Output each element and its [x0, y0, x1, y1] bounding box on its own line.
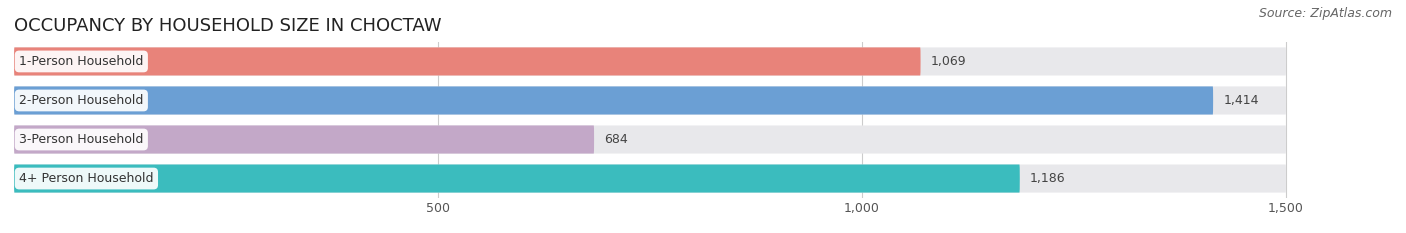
Text: 3-Person Household: 3-Person Household [20, 133, 143, 146]
Text: 684: 684 [605, 133, 628, 146]
FancyBboxPatch shape [14, 164, 1286, 193]
Text: 1-Person Household: 1-Person Household [20, 55, 143, 68]
Text: 1,186: 1,186 [1031, 172, 1066, 185]
Text: 2-Person Household: 2-Person Household [20, 94, 143, 107]
FancyBboxPatch shape [14, 86, 1286, 115]
FancyBboxPatch shape [14, 125, 1286, 154]
FancyBboxPatch shape [14, 125, 595, 154]
FancyBboxPatch shape [14, 164, 1019, 193]
FancyBboxPatch shape [14, 47, 921, 75]
FancyBboxPatch shape [14, 86, 1213, 115]
Text: 4+ Person Household: 4+ Person Household [20, 172, 153, 185]
Text: 1,069: 1,069 [931, 55, 966, 68]
Text: 1,414: 1,414 [1223, 94, 1258, 107]
Text: Source: ZipAtlas.com: Source: ZipAtlas.com [1258, 7, 1392, 20]
Text: OCCUPANCY BY HOUSEHOLD SIZE IN CHOCTAW: OCCUPANCY BY HOUSEHOLD SIZE IN CHOCTAW [14, 17, 441, 35]
FancyBboxPatch shape [14, 47, 1286, 75]
